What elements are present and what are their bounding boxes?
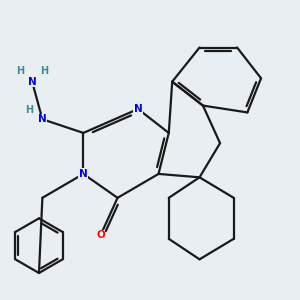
Text: H: H [25, 105, 34, 115]
Text: N: N [38, 114, 47, 124]
Text: N: N [134, 104, 142, 114]
Text: O: O [96, 230, 105, 240]
Text: N: N [28, 77, 37, 87]
Text: H: H [16, 66, 24, 76]
Text: N: N [79, 169, 88, 179]
Text: H: H [40, 66, 48, 76]
